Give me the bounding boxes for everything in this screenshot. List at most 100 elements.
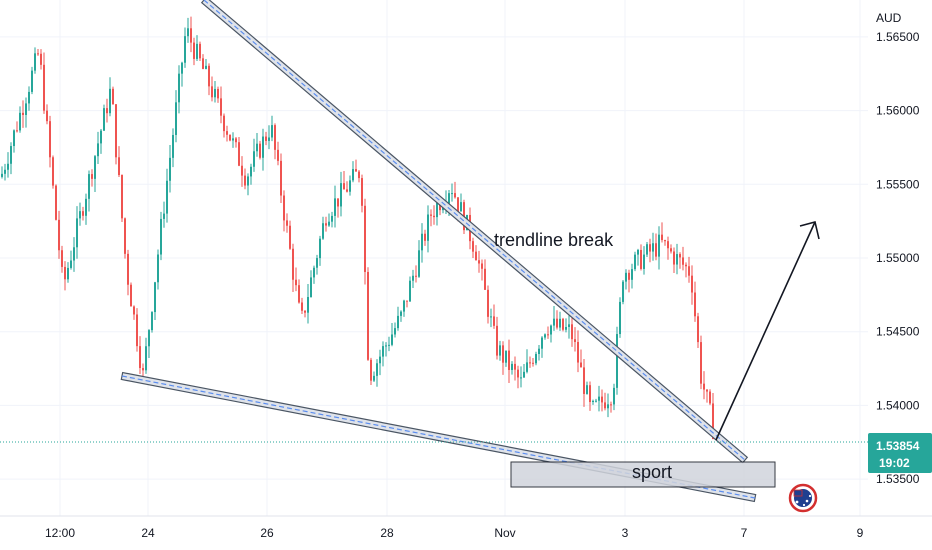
candle	[79, 202, 81, 226]
trendline-break-label: trendline break	[494, 230, 614, 250]
candle	[370, 357, 372, 386]
candle	[313, 265, 315, 284]
candle	[172, 128, 174, 168]
candle	[274, 123, 276, 160]
candle	[349, 175, 351, 196]
candle	[670, 244, 672, 254]
current-price-value: 1.53854	[876, 439, 920, 453]
candle	[85, 193, 87, 225]
candle	[364, 198, 366, 285]
candle	[604, 392, 606, 411]
candle	[88, 170, 90, 212]
candle	[679, 252, 681, 269]
upper-trendline[interactable]	[200, 0, 749, 464]
candle	[307, 284, 309, 324]
candle	[559, 311, 561, 331]
candle	[259, 140, 261, 160]
candle	[544, 333, 546, 340]
candle	[616, 326, 618, 395]
candle	[511, 361, 513, 375]
candle	[589, 381, 591, 411]
candle	[625, 269, 627, 290]
candle	[64, 261, 66, 291]
candle	[295, 267, 297, 292]
candle	[556, 310, 558, 330]
candle	[529, 356, 531, 368]
candle	[202, 54, 204, 70]
candle	[283, 190, 285, 232]
candle	[451, 183, 453, 202]
candle	[265, 131, 267, 146]
candles-layer	[1, 16, 714, 440]
candle	[568, 314, 570, 339]
candle	[328, 213, 330, 227]
candle	[475, 245, 477, 261]
candle	[157, 249, 159, 290]
candle	[100, 128, 102, 154]
candle	[418, 240, 420, 278]
candle	[4, 163, 6, 181]
candle	[187, 17, 189, 43]
candle	[703, 371, 705, 400]
candle	[478, 250, 480, 273]
candle	[640, 244, 642, 271]
candle	[595, 398, 597, 403]
candle	[553, 306, 555, 331]
candle	[481, 259, 483, 281]
candle	[358, 169, 360, 183]
candle	[250, 163, 252, 185]
candle	[607, 393, 609, 418]
candle	[496, 316, 498, 360]
candle	[10, 142, 12, 175]
candle	[286, 213, 288, 233]
candle	[526, 349, 528, 374]
candle	[109, 77, 111, 117]
candle	[253, 138, 255, 172]
candle	[343, 171, 345, 190]
candle	[406, 300, 408, 308]
countdown-value: 19:02	[879, 456, 910, 470]
candle	[415, 265, 417, 283]
candle	[31, 66, 33, 95]
candle	[76, 206, 78, 259]
candle	[148, 329, 150, 358]
candle	[658, 226, 660, 270]
projection-arrow[interactable]	[715, 221, 820, 441]
candle	[631, 263, 633, 289]
price-tick-label: 1.54000	[876, 398, 920, 412]
candle	[58, 210, 60, 259]
candle	[649, 238, 651, 263]
candle	[136, 308, 138, 352]
candle	[460, 193, 462, 212]
candle	[316, 254, 318, 275]
price-tick-label: 1.55000	[876, 251, 920, 265]
candle	[610, 401, 612, 413]
support-zone[interactable]: sport	[510, 461, 776, 488]
candle	[67, 262, 69, 283]
candle	[361, 174, 363, 213]
candle	[16, 121, 18, 133]
candle	[592, 399, 594, 405]
candle	[301, 297, 303, 315]
candle	[304, 310, 306, 318]
candle	[484, 259, 486, 291]
candle	[127, 249, 129, 296]
candle	[178, 65, 180, 114]
candle	[1, 166, 3, 179]
candle	[586, 381, 588, 395]
candle	[61, 245, 63, 273]
candle	[25, 97, 27, 128]
candle	[628, 269, 630, 293]
candle	[82, 206, 84, 221]
candle	[310, 270, 312, 298]
candle	[367, 267, 369, 361]
time-axis[interactable]	[0, 515, 932, 550]
candle	[169, 145, 171, 193]
candle	[691, 265, 693, 305]
candle	[220, 86, 222, 124]
candle	[574, 327, 576, 352]
candle	[205, 58, 207, 70]
candle	[565, 318, 567, 333]
candle	[433, 205, 435, 225]
